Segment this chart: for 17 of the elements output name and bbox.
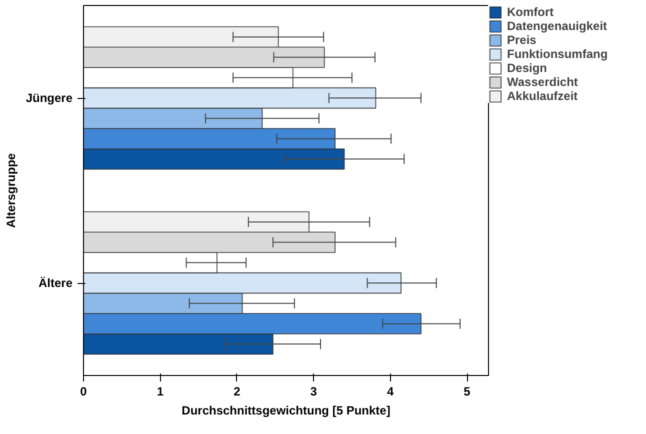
legend-label: Design	[507, 61, 548, 75]
legend-label: Akkulaufzeit	[507, 89, 578, 103]
legend-label: Funktionsumfang	[507, 47, 608, 61]
y-axis-title: Altersgruppe	[4, 152, 18, 228]
y-tick-label: Jüngere	[26, 91, 73, 105]
legend-label: Komfort	[507, 5, 554, 19]
legend-label: Wasserdicht	[507, 75, 578, 89]
legend-label: Preis	[507, 33, 536, 47]
x-tick-label: 5	[464, 384, 471, 398]
y-tick-label: Ältere	[38, 276, 73, 290]
legend-label: Datengenauigkeit	[507, 19, 608, 33]
x-axis-title: Durchschnittsgewichtung [5 Punkte]	[182, 404, 390, 418]
x-tick-label: 1	[156, 384, 164, 398]
x-tick-label: 4	[386, 384, 394, 398]
x-tick-label: 2	[234, 384, 241, 398]
x-tick-label: 0	[80, 384, 88, 398]
x-tick-label: 3	[310, 384, 318, 398]
